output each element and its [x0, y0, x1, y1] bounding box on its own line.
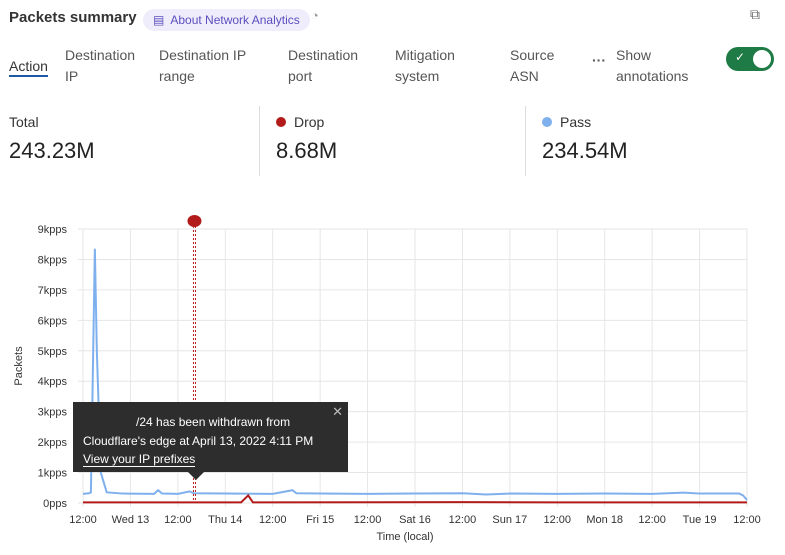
x-tick-label: 12:00 [354, 514, 382, 526]
series-line-drop [83, 493, 747, 504]
show-annotations-toggle[interactable]: ✓ [726, 47, 774, 71]
x-tick-label: 12:00 [449, 514, 477, 526]
close-icon[interactable]: ✕ [332, 404, 343, 419]
y-tick-label: 4kpps [38, 376, 68, 388]
x-axis-label: Time (local) [376, 531, 433, 543]
y-tick-label: 3kpps [38, 407, 68, 419]
stat-pass: Pass 234.54M [542, 114, 628, 163]
x-tick-label: Thu 14 [208, 514, 242, 526]
x-tick-label: Mon 18 [586, 514, 623, 526]
book-icon: ▤ [153, 13, 165, 27]
x-tick-label: 12:00 [259, 514, 287, 526]
x-tick-label: Sun 17 [492, 514, 527, 526]
pass-dot-icon [542, 117, 552, 127]
check-icon: ✓ [735, 50, 746, 64]
about-network-analytics-button[interactable]: ▤ About Network Analytics [143, 9, 310, 31]
y-tick-label: 1kpps [38, 468, 68, 480]
x-tick-label: 12:00 [544, 514, 572, 526]
tab-source-asn[interactable]: Source ASN [510, 47, 555, 84]
y-tick-label: 5kpps [38, 346, 68, 358]
copy-icon[interactable]: ⧉ [750, 6, 760, 22]
series-line-pass [82, 248, 748, 501]
drop-dot-icon [276, 117, 286, 127]
x-tick-label: 12:00 [164, 514, 192, 526]
tab-destination-ip-range[interactable]: Destination IP range [159, 47, 246, 84]
stat-total: Total 243.23M [9, 114, 95, 163]
x-tick-label: Fri 15 [306, 514, 334, 526]
view-ip-prefixes-link[interactable]: View your IP prefixes [83, 452, 196, 467]
y-tick-label: 0pps [43, 498, 67, 510]
x-tick-label: Wed 13 [112, 514, 150, 526]
pie-chart-icon[interactable]: ◔ [311, 8, 319, 23]
tab-mitigation-system[interactable]: Mitigation system [395, 47, 455, 84]
y-tick-label: 7kpps [38, 285, 68, 297]
annotation-tooltip: /24 has been withdrawn from Cloudflare's… [73, 402, 348, 480]
x-tick-label: 12:00 [69, 514, 97, 526]
y-tick-label: 2kpps [38, 437, 68, 449]
page-title: Packets summary [9, 9, 137, 26]
x-tick-label: 12:00 [638, 514, 666, 526]
show-annotations-label: Show annotations [616, 47, 689, 84]
tab-destination-port[interactable]: Destination port [288, 47, 359, 84]
x-tick-label: Tue 19 [683, 514, 717, 526]
x-tick-label: 12:00 [733, 514, 761, 526]
ellipsis-icon[interactable]: ··· [592, 52, 606, 68]
tab-action[interactable]: Action [9, 56, 48, 77]
annotation-marker [187, 215, 202, 227]
tab-destination-ip[interactable]: Destination IP [65, 47, 136, 84]
y-tick-label: 8kpps [38, 254, 68, 266]
y-tick-label: 9kpps [38, 224, 68, 236]
stat-drop: Drop 8.68M [276, 114, 338, 163]
y-axis-label: Packets [13, 346, 25, 386]
y-tick-label: 6kpps [38, 315, 68, 327]
x-tick-label: Sat 16 [399, 514, 431, 526]
